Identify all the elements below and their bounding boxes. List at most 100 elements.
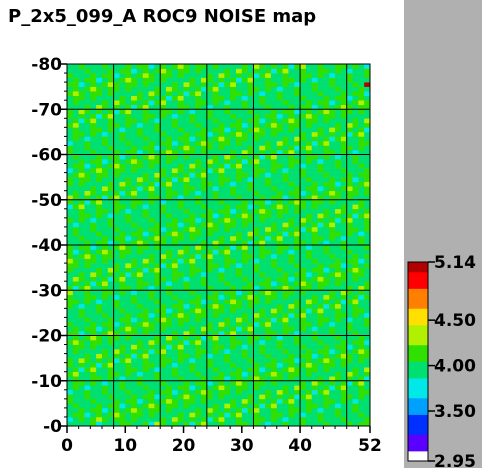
heatmap-cell bbox=[160, 312, 167, 318]
heatmap-cell bbox=[352, 362, 359, 368]
heatmap-cell bbox=[78, 163, 85, 169]
heatmap-cell bbox=[270, 317, 278, 323]
heatmap-cell bbox=[78, 208, 85, 214]
heatmap-cell bbox=[241, 416, 248, 422]
heatmap-cell bbox=[101, 254, 109, 259]
heatmap-cell bbox=[224, 195, 231, 201]
heatmap-cell bbox=[90, 213, 97, 219]
heatmap-cell bbox=[113, 330, 120, 336]
heatmap-cell bbox=[136, 190, 144, 196]
x-tick-label: 40 bbox=[288, 436, 312, 456]
heatmap-cell bbox=[166, 226, 173, 232]
heatmap-cell bbox=[224, 136, 231, 142]
heatmap-cell bbox=[358, 317, 365, 323]
heatmap-cell bbox=[166, 281, 173, 287]
heatmap-cell bbox=[276, 281, 283, 287]
heatmap-cell bbox=[136, 195, 144, 201]
heatmap-cell bbox=[142, 213, 149, 219]
heatmap-cell bbox=[154, 285, 161, 291]
heatmap-cell bbox=[107, 371, 114, 377]
heatmap-cell bbox=[131, 122, 138, 128]
heatmap-cell bbox=[253, 407, 260, 413]
heatmap-cell bbox=[364, 168, 371, 173]
heatmap-cell bbox=[230, 100, 237, 106]
colorbar-swatch bbox=[408, 421, 428, 425]
heatmap-cell bbox=[206, 353, 213, 359]
heatmap-cell bbox=[171, 127, 179, 133]
heatmap-cell bbox=[183, 267, 190, 273]
heatmap-cell bbox=[67, 100, 74, 106]
heatmap-cell bbox=[364, 321, 371, 327]
heatmap-cell bbox=[241, 231, 248, 237]
heatmap-cell bbox=[241, 181, 248, 187]
heatmap-cell bbox=[84, 235, 91, 241]
heatmap-cell bbox=[189, 122, 196, 128]
heatmap-cell bbox=[276, 204, 283, 210]
heatmap-cell bbox=[230, 181, 237, 187]
heatmap-cell bbox=[364, 258, 371, 264]
heatmap-cell bbox=[259, 190, 266, 196]
heatmap-cell bbox=[119, 389, 126, 395]
heatmap-cell bbox=[90, 276, 97, 282]
heatmap-cell bbox=[276, 321, 283, 327]
heatmap-cell bbox=[323, 77, 330, 83]
heatmap-cell bbox=[340, 190, 347, 196]
heatmap-cell bbox=[84, 104, 91, 110]
heatmap-cell bbox=[346, 367, 353, 373]
heatmap-cell bbox=[340, 340, 347, 345]
heatmap-cell bbox=[84, 91, 91, 96]
heatmap-cell bbox=[206, 204, 213, 210]
heatmap-cell bbox=[352, 64, 359, 69]
heatmap-cell bbox=[305, 213, 313, 219]
heatmap-cell bbox=[247, 208, 254, 214]
heatmap-cell bbox=[323, 367, 330, 373]
heatmap-cell bbox=[107, 163, 114, 169]
heatmap-cell bbox=[72, 263, 79, 268]
heatmap-cell bbox=[183, 376, 190, 382]
heatmap-cell bbox=[300, 186, 307, 191]
heatmap-cell bbox=[311, 330, 318, 336]
heatmap-cell bbox=[358, 82, 365, 87]
heatmap-cell bbox=[352, 245, 359, 250]
heatmap-cell bbox=[136, 362, 144, 368]
heatmap-cell bbox=[90, 186, 97, 191]
heatmap-cell bbox=[235, 371, 243, 377]
heatmap-cell bbox=[142, 172, 149, 178]
heatmap-cell bbox=[358, 249, 365, 255]
heatmap-cell bbox=[183, 407, 190, 413]
heatmap-cell bbox=[183, 380, 190, 386]
heatmap-cell bbox=[340, 136, 347, 142]
heatmap-cell bbox=[101, 235, 109, 241]
heatmap-cell bbox=[72, 181, 79, 187]
heatmap-cell bbox=[84, 340, 91, 345]
heatmap-cell bbox=[358, 118, 365, 124]
heatmap-cell bbox=[364, 416, 371, 422]
heatmap-cell bbox=[340, 149, 347, 155]
heatmap-cell bbox=[84, 312, 91, 318]
heatmap-cell bbox=[154, 86, 161, 92]
heatmap-cell bbox=[323, 64, 330, 69]
heatmap-cell bbox=[72, 172, 79, 178]
heatmap-cell bbox=[195, 104, 202, 110]
heatmap-cell bbox=[288, 64, 295, 69]
heatmap-cell bbox=[189, 208, 196, 214]
heatmap-cell bbox=[335, 349, 342, 354]
heatmap-cell bbox=[142, 290, 149, 296]
heatmap-cell bbox=[329, 217, 336, 223]
heatmap-cell bbox=[224, 122, 231, 128]
heatmap-cell bbox=[107, 77, 114, 83]
heatmap-cell bbox=[218, 371, 225, 377]
colorbar-swatch bbox=[408, 391, 428, 395]
heatmap-cell bbox=[101, 86, 109, 92]
heatmap-cell bbox=[125, 263, 132, 268]
heatmap-cell bbox=[352, 276, 359, 282]
y-tick-label: -0 bbox=[43, 417, 62, 437]
heatmap-cell bbox=[78, 340, 85, 345]
heatmap-cell bbox=[125, 95, 132, 101]
colorbar-swatch bbox=[408, 381, 428, 386]
heatmap-cell bbox=[189, 303, 196, 309]
heatmap-cell bbox=[78, 118, 85, 124]
heatmap-cell bbox=[300, 407, 307, 413]
heatmap-cell bbox=[230, 321, 237, 327]
heatmap-cell bbox=[247, 272, 254, 277]
